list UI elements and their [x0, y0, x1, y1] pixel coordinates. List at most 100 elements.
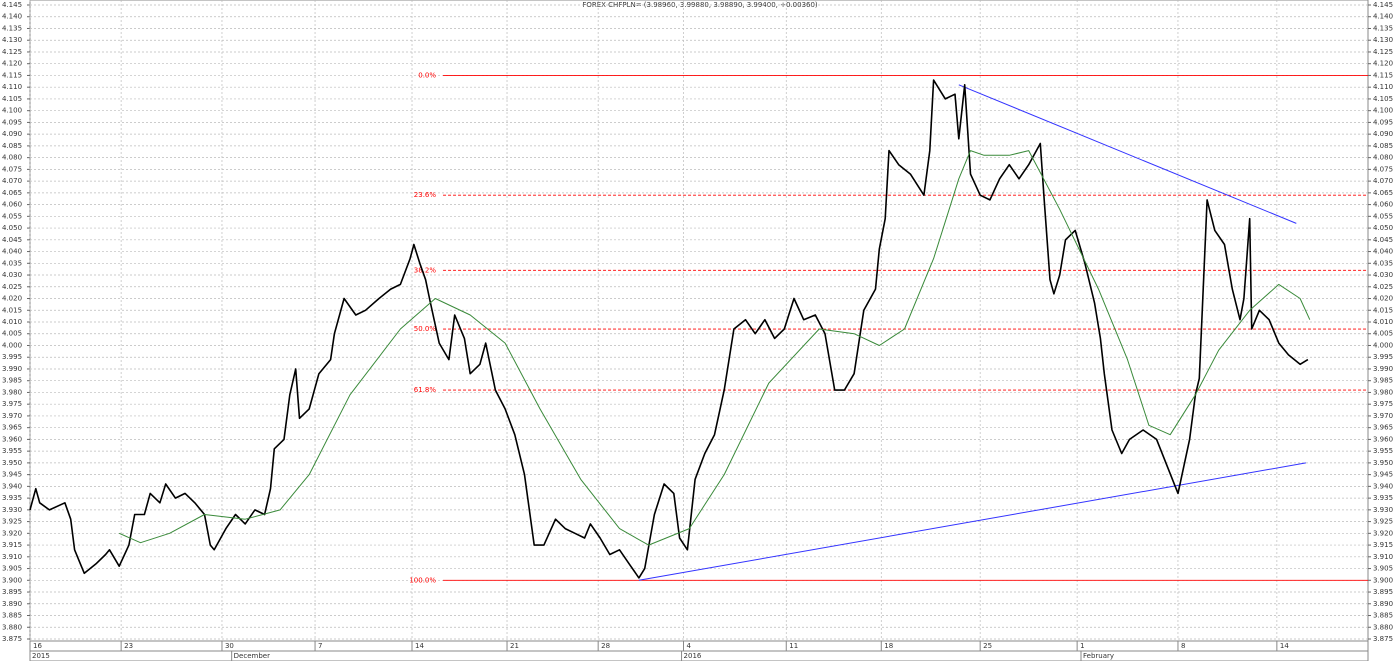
y-tick-label: 4.120 [2, 60, 22, 68]
y-tick-label: 4.110 [1373, 83, 1393, 91]
y-tick-label: 3.950 [1373, 459, 1393, 467]
y-tick-label: 3.960 [2, 435, 22, 443]
x-tick-label: 28 [601, 642, 610, 650]
y-tick-label: 3.945 [1373, 471, 1393, 479]
y-tick-label: 4.105 [2, 95, 22, 103]
x-tick-label: 4 [686, 642, 691, 650]
y-tick-label: 3.895 [2, 588, 22, 596]
x-tick-label: 14 [415, 642, 424, 650]
fib-label: 61.8% [414, 386, 437, 394]
price-line [29, 79, 1309, 579]
y-tick-label: 4.035 [2, 259, 22, 267]
y-tick-label: 4.015 [2, 306, 22, 314]
y-tick-label: 3.950 [2, 459, 22, 467]
x-tick-label: 21 [510, 642, 519, 650]
y-tick-label: 3.900 [2, 576, 22, 584]
y-tick-label: 4.010 [2, 318, 22, 326]
x-period-label: February [1083, 652, 1114, 660]
y-tick-label: 3.925 [1373, 518, 1393, 526]
y-tick-label: 3.975 [1373, 400, 1393, 408]
x-tick-label: 25 [983, 642, 992, 650]
y-tick-label: 3.880 [2, 623, 22, 631]
y-tick-label: 4.095 [1373, 118, 1393, 126]
x-tick-label: 1 [1080, 642, 1084, 650]
y-tick-label: 3.895 [1373, 588, 1393, 596]
y-tick-label: 3.980 [2, 388, 22, 396]
y-tick-label: 4.095 [2, 118, 22, 126]
y-tick-label: 4.135 [2, 24, 22, 32]
y-tick-label: 3.900 [1373, 576, 1393, 584]
y-tick-label: 4.115 [2, 71, 22, 79]
y-tick-label: 4.005 [2, 330, 22, 338]
y-tick-label: 4.080 [2, 154, 22, 162]
y-tick-label: 4.090 [2, 130, 22, 138]
y-tick-label: 4.145 [1373, 1, 1393, 9]
y-tick-label: 3.955 [2, 447, 22, 455]
y-tick-label: 3.885 [2, 612, 22, 620]
y-tick-label: 4.065 [2, 189, 22, 197]
y-tick-label: 3.910 [1373, 553, 1393, 561]
y-tick-label: 4.085 [1373, 142, 1393, 150]
y-tick-label: 3.930 [1373, 506, 1393, 514]
x-tick-label: 8 [1181, 642, 1185, 650]
y-tick-label: 3.965 [1373, 424, 1393, 432]
y-tick-label: 3.940 [1373, 482, 1393, 490]
y-tick-label: 3.875 [2, 635, 22, 643]
y-tick-label: 3.995 [2, 353, 22, 361]
y-tick-label: 4.045 [2, 236, 22, 244]
x-tick-label: 16 [33, 642, 42, 650]
y-tick-label: 3.890 [1373, 600, 1393, 608]
y-tick-label: 3.875 [1373, 635, 1393, 643]
y-tick-label: 4.050 [2, 224, 22, 232]
y-tick-label: 4.040 [1373, 248, 1393, 256]
y-tick-label: 3.945 [2, 471, 22, 479]
y-tick-label: 4.145 [2, 1, 22, 9]
y-tick-label: 4.130 [1373, 36, 1393, 44]
y-tick-label: 4.070 [2, 177, 22, 185]
y-tick-label: 3.985 [2, 377, 22, 385]
y-tick-label: 4.015 [1373, 306, 1393, 314]
y-tick-label: 4.060 [1373, 201, 1393, 209]
y-tick-label: 4.005 [1373, 330, 1393, 338]
y-tick-label: 3.920 [2, 529, 22, 537]
y-tick-label: 3.880 [1373, 623, 1393, 631]
y-tick-label: 4.085 [2, 142, 22, 150]
y-tick-label: 4.030 [2, 271, 22, 279]
y-tick-label: 4.075 [2, 165, 22, 173]
y-tick-label: 4.055 [1373, 212, 1393, 220]
trend-line [958, 84, 1297, 224]
y-tick-label: 4.100 [2, 107, 22, 115]
y-tick-label: 3.915 [1373, 541, 1393, 549]
y-tick-label: 4.030 [1373, 271, 1393, 279]
y-tick-label: 4.070 [1373, 177, 1393, 185]
y-tick-label: 4.025 [2, 283, 22, 291]
x-period-label: December [234, 652, 270, 660]
moving-average-line [118, 150, 1311, 546]
y-tick-label: 3.920 [1373, 529, 1393, 537]
y-tick-label: 3.910 [2, 553, 22, 561]
y-tick-label: 3.885 [1373, 612, 1393, 620]
chart-title: FOREX CHFPLN= (3.98960, 3.99880, 3.98890… [582, 1, 818, 9]
y-tick-label: 4.100 [1373, 107, 1393, 115]
y-tick-label: 3.970 [1373, 412, 1393, 420]
x-tick-label: 30 [225, 642, 234, 650]
y-tick-label: 4.045 [1373, 236, 1393, 244]
y-tick-label: 4.120 [1373, 60, 1393, 68]
x-tick-label: 7 [318, 642, 322, 650]
y-tick-label: 4.025 [1373, 283, 1393, 291]
y-tick-label: 4.010 [1373, 318, 1393, 326]
x-tick-label: 11 [789, 642, 798, 650]
y-tick-label: 3.955 [1373, 447, 1393, 455]
y-tick-label: 3.890 [2, 600, 22, 608]
y-tick-label: 3.905 [2, 565, 22, 573]
y-tick-label: 4.115 [1373, 71, 1393, 79]
y-tick-label: 4.075 [1373, 165, 1393, 173]
y-tick-label: 4.065 [1373, 189, 1393, 197]
fib-label: 0.0% [418, 71, 436, 79]
x-period-label: 2016 [684, 652, 702, 660]
y-tick-label: 4.060 [2, 201, 22, 209]
y-tick-label: 4.130 [2, 36, 22, 44]
y-tick-label: 3.935 [2, 494, 22, 502]
y-tick-label: 3.970 [2, 412, 22, 420]
